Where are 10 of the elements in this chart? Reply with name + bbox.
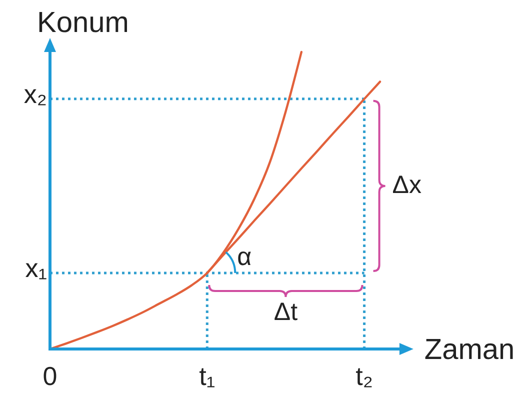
x-tick-label: 0 [42, 361, 58, 391]
x-tick-label: t₂ [356, 361, 373, 391]
annotation: Δx [392, 170, 422, 199]
x-axis-title: Zaman [424, 334, 515, 366]
ref-line-label: x₂ [24, 78, 47, 109]
x-tick-label: t₁ [199, 361, 216, 391]
annotation: Δt [274, 298, 298, 326]
ref-line-label: x₁ [25, 252, 48, 283]
annotation: α [237, 242, 252, 271]
y-axis-title: Konum [37, 7, 129, 39]
